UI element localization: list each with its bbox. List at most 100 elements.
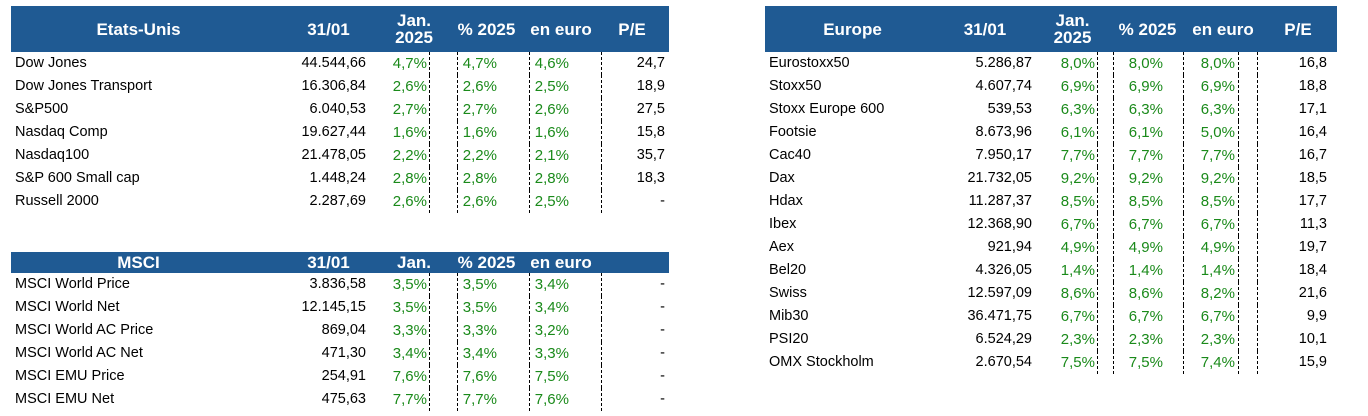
pe-ratio: -	[660, 391, 665, 407]
header-jan: Jan.	[396, 253, 432, 272]
jan-change: 2,2%	[392, 147, 427, 164]
table-row: MSCI EMU Price 254,91 7,6% 7,6% 7,5% -	[11, 365, 669, 388]
index-value: 5.286,87	[975, 55, 1032, 71]
table-row: Swiss 12.597,09 8,6% 8,6% 8,2% 21,6	[765, 282, 1337, 305]
column-divider	[429, 296, 430, 319]
index-name: Stoxx50	[769, 78, 822, 94]
column-divider	[1097, 328, 1098, 351]
eur-change: 7,6%	[534, 391, 569, 408]
index-name: Cac40	[769, 147, 811, 163]
index-value: 254,91	[321, 368, 366, 384]
header-eur: en euro	[530, 253, 592, 272]
eur-change: 2,1%	[534, 147, 569, 164]
ytd-change: 6,9%	[1128, 78, 1163, 95]
pe-ratio: 18,9	[636, 78, 665, 94]
index-value: 4.326,05	[975, 262, 1032, 278]
ytd-change: 8,5%	[1128, 193, 1163, 210]
jan-change: 6,1%	[1060, 124, 1095, 141]
pe-ratio: 9,9	[1306, 308, 1327, 324]
column-divider	[1183, 236, 1184, 259]
column-divider	[529, 273, 530, 296]
europe-indices-table: Europe 31/01 Jan. 2025 % 2025 en euro P/…	[765, 6, 1337, 374]
index-value: 21.732,05	[967, 170, 1032, 186]
column-divider	[457, 365, 458, 388]
column-divider	[1183, 52, 1184, 75]
column-divider	[529, 388, 530, 411]
column-divider	[1113, 167, 1114, 190]
eur-change: 7,4%	[1200, 354, 1235, 371]
column-divider	[529, 121, 530, 144]
jan-change: 7,5%	[1060, 354, 1095, 371]
index-name: Aex	[769, 239, 794, 255]
eur-change: 2,6%	[534, 101, 569, 118]
column-divider	[1097, 259, 1098, 282]
pe-ratio: 18,8	[1298, 78, 1327, 94]
jan-change: 2,6%	[392, 78, 427, 95]
jan-change: 2,8%	[392, 170, 427, 187]
ytd-change: 3,4%	[462, 345, 497, 362]
pe-ratio: 19,7	[1298, 239, 1327, 255]
ytd-change: 7,6%	[462, 368, 497, 385]
index-value: 921,94	[987, 239, 1032, 255]
ytd-change: 1,4%	[1128, 262, 1163, 279]
pe-ratio: 18,5	[1298, 170, 1327, 186]
index-value: 6.040,53	[309, 101, 366, 117]
table-row: Cac40 7.950,17 7,7% 7,7% 7,7% 16,7	[765, 144, 1337, 167]
ytd-change: 2,7%	[462, 101, 497, 118]
column-divider	[1183, 98, 1184, 121]
header-ytd: % 2025	[1118, 19, 1177, 39]
header-pe	[607, 252, 657, 273]
index-name: Bel20	[769, 262, 807, 278]
header-pe: P/E	[618, 19, 646, 39]
jan-change: 2,6%	[392, 193, 427, 210]
pe-ratio: 15,9	[1298, 354, 1327, 370]
eur-change: 2,3%	[1200, 331, 1235, 348]
header-jan: Jan. 2025	[395, 11, 433, 47]
column-divider	[1257, 144, 1258, 167]
column-divider	[1257, 98, 1258, 121]
table-row: PSI20 6.524,29 2,3% 2,3% 2,3% 10,1	[765, 328, 1337, 351]
index-name: MSCI EMU Price	[15, 368, 125, 384]
index-name: Swiss	[769, 285, 807, 301]
table-row: Mib30 36.471,75 6,7% 6,7% 6,7% 9,9	[765, 305, 1337, 328]
column-divider	[601, 190, 602, 213]
index-name: Dow Jones	[15, 55, 87, 71]
jan-change: 6,7%	[1060, 308, 1095, 325]
column-divider	[1183, 213, 1184, 236]
column-divider	[1257, 259, 1258, 282]
column-divider	[529, 75, 530, 98]
eur-change: 4,9%	[1200, 239, 1235, 256]
jan-change: 3,5%	[392, 276, 427, 293]
column-divider	[457, 342, 458, 365]
column-divider	[457, 121, 458, 144]
column-divider	[1183, 328, 1184, 351]
pe-ratio: -	[660, 322, 665, 338]
header-region: MSCI	[117, 253, 160, 272]
column-divider	[601, 365, 602, 388]
ytd-change: 6,7%	[1128, 216, 1163, 233]
pe-ratio: 27,5	[636, 101, 665, 117]
table-header: Europe 31/01 Jan. 2025 % 2025 en euro P/…	[765, 6, 1337, 52]
column-divider	[529, 167, 530, 190]
index-value: 2.287,69	[309, 193, 366, 209]
ytd-change: 7,7%	[1128, 147, 1163, 164]
eur-change: 8,2%	[1200, 285, 1235, 302]
header-date: 31/01	[307, 19, 350, 39]
column-divider	[1238, 305, 1239, 328]
column-divider	[1257, 167, 1258, 190]
index-value: 19.627,44	[301, 124, 366, 140]
pe-ratio: 16,8	[1298, 55, 1327, 71]
table-row: MSCI World AC Net 471,30 3,4% 3,4% 3,3% -	[11, 342, 669, 365]
column-divider	[457, 273, 458, 296]
pe-ratio: 16,4	[1298, 124, 1327, 140]
column-divider	[1238, 98, 1239, 121]
ytd-change: 6,7%	[1128, 308, 1163, 325]
pe-ratio: -	[660, 368, 665, 384]
index-value: 36.471,75	[967, 308, 1032, 324]
column-divider	[529, 52, 530, 75]
column-divider	[1238, 236, 1239, 259]
column-divider	[1183, 75, 1184, 98]
index-value: 2.670,54	[975, 354, 1032, 370]
index-name: Nasdaq Comp	[15, 124, 108, 140]
column-divider	[1113, 282, 1114, 305]
